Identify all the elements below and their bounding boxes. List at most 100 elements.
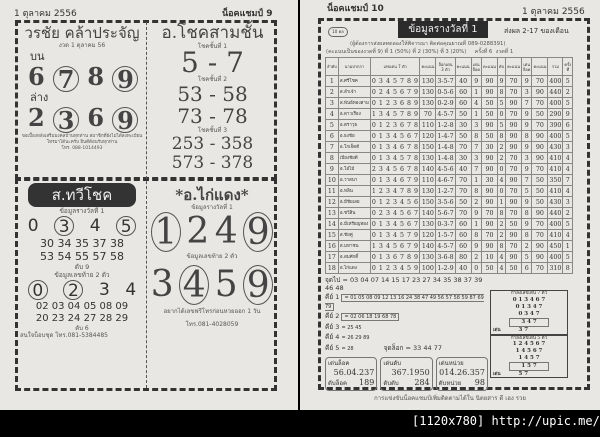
table-cell: 90 [505,130,522,142]
digit-circled: 4 [179,265,210,306]
column-header: เด่นล็อค [470,57,483,76]
table-cell: 7 [562,174,574,186]
table-cell: 90 [481,86,498,98]
table-cell: ส.ศรีโชค [337,75,371,87]
table-cell: ส.ชัยคู่ [337,229,371,241]
table-cell: 1 [325,75,339,87]
draw-date: งวด 1 ตุลาคม 56 [58,42,106,49]
tier-label: โชคชั้นที่ 1 [197,43,228,50]
table-cell: 8 [520,229,533,241]
table-cell: 1 [470,86,483,98]
lock-label: ดับ 6 [75,325,89,332]
column-header: ดับ [496,57,507,76]
table-cell: 1 [470,174,483,186]
lock-label: ดับ 9 [74,263,90,271]
table-cell: 2 [520,240,533,252]
table-cell: 0 2 4 5 6 7 9 [369,86,421,98]
table-cell: 1-2-9 [435,262,456,274]
table-cell: 2 [562,207,574,219]
pyramid-title: กำลังเลขเด่น 7 ตัว [510,291,548,296]
table-cell: 8 [520,207,533,219]
table-cell: 140 [419,163,437,175]
stat-box: เด่นล็อค 56.04.237 ดับล็อค 189 [325,357,378,391]
table-cell: 30 [454,152,472,164]
table-cell: 4 [496,262,507,274]
table-row: 3 ส.พันธ์ทองสาม 0 1 2 3 6 8 9 130 0-2-9 60 4 50… [325,97,574,109]
column-header: เลขเด่น 7 ตัว [369,57,421,76]
digits-row: 1 2 4 9 [148,211,276,253]
key-value: = 28 [341,345,354,352]
table-cell: 8 [496,240,507,252]
table-cell: 30 [481,174,498,186]
table-cell: 50 [481,262,498,274]
table-cell: 70 [505,240,522,252]
table-cell: 90 [531,152,549,164]
number-row: 20 23 24 27 28 29 [35,313,129,324]
table-cell: 400 [547,75,564,87]
column-header: คะแนน [419,57,437,76]
table-cell: 8 [470,130,483,142]
table-cell: 0 1 3 4 5 7 8 [369,152,421,164]
table-cell: 400 [547,97,564,109]
table-cell: 2 3 4 5 6 7 8 [369,163,421,175]
table-cell: 1 2 3 4 7 8 9 [369,185,421,197]
pyramid-last: 3 7 [518,326,529,333]
table-cell: 16 [325,240,339,252]
table-cell: 350 [547,174,564,186]
table-cell: 100 [419,262,437,274]
table-cell: 18 [325,262,339,274]
table-cell: 11 [325,185,339,197]
key-line: คีย์ 5 = 28 จุดล็อก = 33 44 77 [325,343,488,354]
table-cell: 90 [531,130,549,142]
table-cell: 1 [496,196,507,208]
info-line: (ผู้ต้องการส่งผลทดลองให้พิจารณา ติดต่อคุ… [350,41,506,47]
stat-value: 98 [474,378,485,387]
lower-digits: 2 3 6 9 [28,104,146,133]
table-cell: 2 [496,218,507,230]
stat-label: ดับล็อค [328,380,347,387]
table-cell: 2 [496,229,507,241]
table-cell: 110 [419,174,437,186]
table-row: 12 อ.มีชัยเลย 0 1 2 3 4 5 6 150 3-5-6 50 2 90 1 9… [325,196,574,208]
table-cell: 60 [454,240,472,252]
table-cell: อ.ชวีสิน [337,207,371,219]
table-cell: 5 [496,119,507,131]
table-cell: 90 [505,97,522,109]
table-cell: อ.หลิน [337,185,371,197]
note-line: ขอเบื้องหลังเสริมมงคลบ้านทุกท่าน สมาชิกท… [21,134,143,139]
table-cell: 120 [419,229,437,241]
key-label: คีย์ 5 [325,343,340,352]
table-cell: 30 [481,141,498,153]
contact-phone: โทร.081-4028059 [185,320,239,328]
tier-value: 73 - 78 [177,104,248,129]
table-cell: 1 [562,240,574,252]
table-cell: 1-2-7 [435,185,456,197]
table-cell: 110 [419,119,437,131]
table-cell: 70 [505,207,522,219]
digit: 0 [27,216,39,236]
table-cell: 15 [325,229,339,241]
table-cell: 9 [520,119,533,131]
stat-value: 189 [359,378,375,387]
box-chok-samchan: อ.โชคสามชั้น โชคชั้นที่ 1 5 - 7 โชคชั้นท… [150,23,275,173]
table-row: 13 อ.ชวีสิน 0 2 3 4 5 6 7 140 5-6-7 70 9 70 8 70 8… [325,207,574,219]
table-cell: 50 [531,196,549,208]
table-cell: 50 [481,97,498,109]
table-cell: 8 [520,130,533,142]
table-cell: 8 [325,152,339,164]
column-header: นามปากกา [337,57,371,76]
table-cell: อ.ธงชัย [337,130,371,142]
table-cell: 1 3 4 5 6 7 9 [369,240,421,252]
table-cell: 3-5-7 [435,75,456,87]
table-cell: 13 [325,207,339,219]
table-cell: อ.ตราวุธ [337,119,371,131]
box-worachai: วรชัย คล้าประจัญ งวด 1 ตุลาคม 56 บน 6 7 … [18,24,146,152]
table-cell: 17 [325,251,339,263]
table-cell: 440 [547,86,564,98]
table-row: 10 อ.วาสนา 0 1 3 4 6 7 9 110 4-6-7 70 1 30 4 90 7 5… [325,174,574,186]
note-line: โทร. 088-1014493 [61,146,103,151]
digit: 8 [87,62,105,91]
pyramid-row: 1 4 5 6 7 [515,348,543,354]
stat-label: ดับดับ [383,380,399,387]
table-cell: 40 [454,163,472,175]
